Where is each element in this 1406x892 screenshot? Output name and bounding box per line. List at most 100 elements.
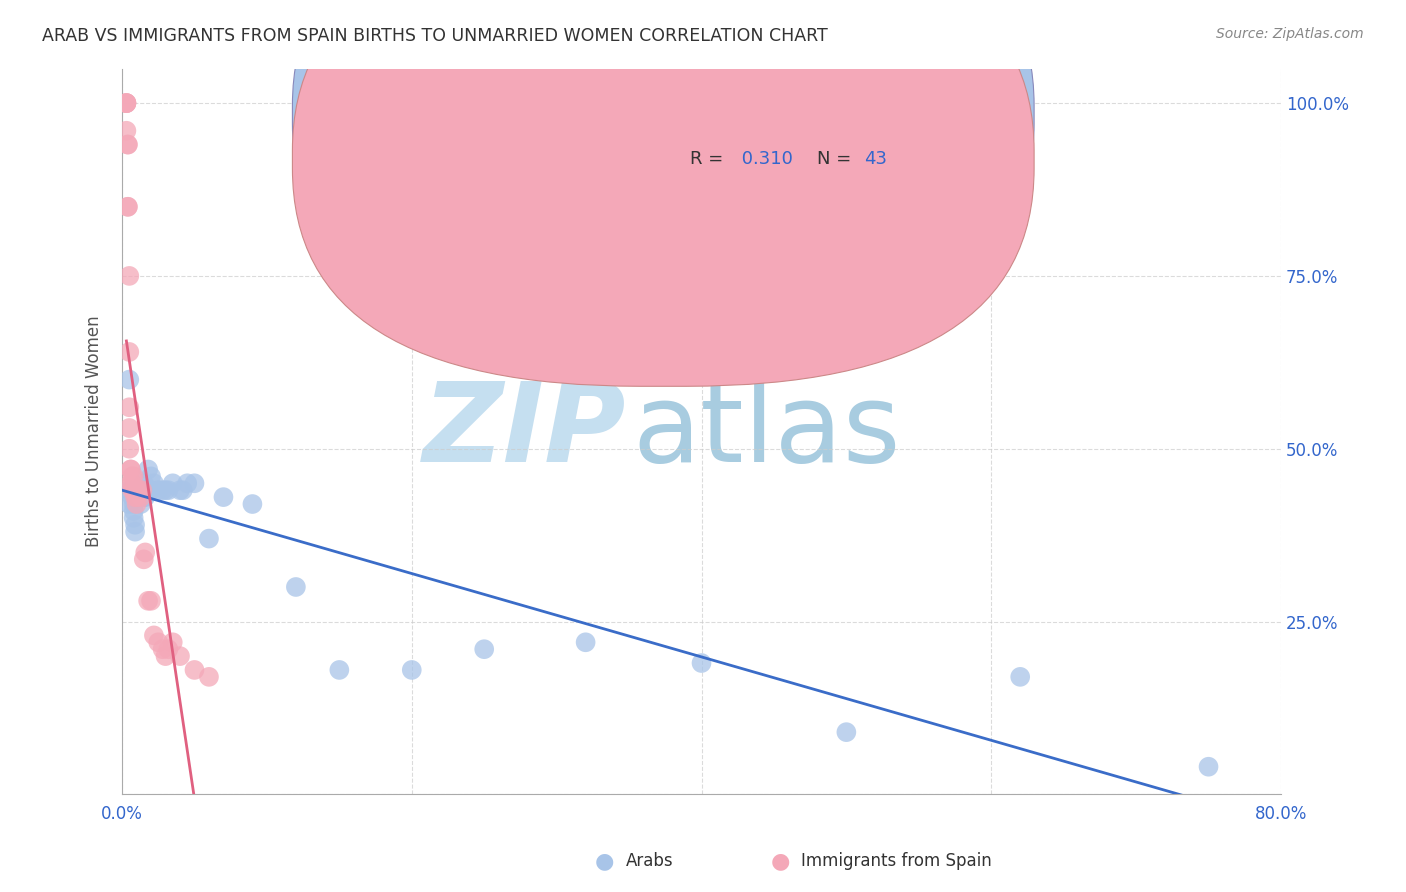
Point [139,594,162,608]
Text: 0.310: 0.310 [737,151,793,169]
Point [136,594,159,608]
Point [118,483,141,498]
Point [124,490,146,504]
Point [121,476,143,491]
Point [139,483,162,498]
Point [125,483,148,498]
Point [115,96,138,111]
Point [328,663,350,677]
Point [121,483,143,498]
Point [117,200,139,214]
Point [148,483,170,498]
FancyBboxPatch shape [626,83,928,181]
Point [155,483,177,498]
Point [139,469,162,483]
Point [115,124,138,138]
Point [118,497,141,511]
Point [131,483,153,498]
Point [121,469,143,483]
Point [122,469,145,483]
Text: Immigrants from Spain: Immigrants from Spain [801,852,993,870]
Point [118,373,141,387]
Text: 46: 46 [863,105,887,123]
Text: ARAB VS IMMIGRANTS FROM SPAIN BIRTHS TO UNMARRIED WOMEN CORRELATION CHART: ARAB VS IMMIGRANTS FROM SPAIN BIRTHS TO … [42,27,828,45]
Point [134,545,156,559]
Point [472,642,495,657]
Point [157,642,180,657]
Point [118,401,141,415]
Point [575,635,598,649]
Y-axis label: Births to Unmarried Women: Births to Unmarried Women [86,316,103,548]
Point [118,345,141,359]
Point [148,635,170,649]
Point [121,490,143,504]
Point [128,483,150,498]
Point [183,663,205,677]
Point [124,517,146,532]
Point [142,628,165,642]
Point [125,483,148,498]
Point [132,483,155,498]
Point [155,649,177,664]
Point [125,490,148,504]
Point [152,642,174,657]
Point [122,497,145,511]
Point [117,137,139,152]
Point [152,483,174,498]
Point [157,483,180,498]
Point [120,462,142,476]
Point [117,137,139,152]
Point [122,483,145,498]
Text: R =: R = [690,151,728,169]
FancyBboxPatch shape [292,0,1033,386]
Point [835,725,858,739]
Point [129,483,152,498]
Text: N =: N = [817,105,858,123]
Point [118,421,141,435]
Text: 43: 43 [863,151,887,169]
Point [132,490,155,504]
Point [169,483,191,498]
Point [136,462,159,476]
Point [162,635,184,649]
Point [125,490,148,504]
Point [120,476,142,491]
Point [198,532,221,546]
Point [242,497,264,511]
Point [134,490,156,504]
Point [169,649,191,664]
Point [115,96,138,111]
Point [115,96,138,111]
Text: Arabs: Arabs [626,852,673,870]
Point [142,476,165,491]
Point [136,483,159,498]
Point [129,497,152,511]
Text: Source: ZipAtlas.com: Source: ZipAtlas.com [1216,27,1364,41]
Point [1010,670,1032,684]
Text: ●: ● [595,851,614,871]
Point [118,268,141,283]
Point [122,504,145,518]
Point [132,476,155,491]
Point [128,483,150,498]
Text: ●: ● [770,851,790,871]
Text: ZIP: ZIP [423,378,626,485]
Point [690,656,713,670]
Point [162,476,184,491]
FancyBboxPatch shape [292,0,1033,342]
Point [125,497,148,511]
Point [284,580,307,594]
Point [1198,760,1220,774]
Text: -0.563: -0.563 [737,105,794,123]
Point [212,490,235,504]
Point [183,476,205,491]
Point [120,462,142,476]
Point [124,483,146,498]
Point [118,442,141,456]
Point [132,552,155,566]
Point [115,96,138,111]
Point [176,476,198,491]
Point [124,524,146,539]
Text: N =: N = [817,151,858,169]
Point [134,483,156,498]
